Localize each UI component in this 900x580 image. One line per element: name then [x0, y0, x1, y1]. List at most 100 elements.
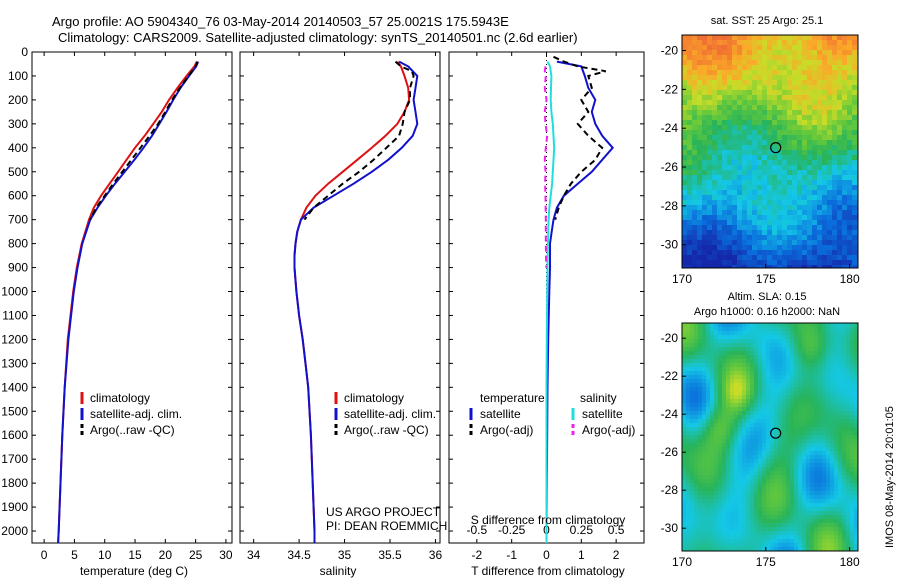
- y-tick-label: 700: [8, 213, 28, 227]
- map-x-tick-label: 175: [756, 272, 776, 286]
- argo-float-marker: [770, 427, 782, 439]
- map-y-tick-label: -24: [661, 121, 679, 135]
- y-tick-label: 1500: [1, 404, 28, 418]
- map-y-tick-label: -24: [661, 407, 679, 421]
- map-y-tick-label: -22: [661, 82, 679, 96]
- x-tick-label: 5: [71, 548, 78, 562]
- x-tick-label: 35.5: [378, 548, 402, 562]
- top-tick-label: -0.25: [498, 523, 526, 537]
- sla-map-title-line2: Argo h1000: 0.16 h2000: NaN: [694, 306, 840, 318]
- imos-side-label: IMOS 08-May-2014 20:01:05: [884, 406, 896, 548]
- series-line-temperature-argo-adj-: [553, 55, 606, 220]
- x-tick-label: 34: [247, 548, 261, 562]
- series-line-argo-raw-qc-: [89, 61, 199, 221]
- y-tick-label: 2000: [1, 524, 28, 538]
- pi-annotation: PI: DEAN ROEMMICH: [326, 519, 447, 533]
- sla-map-title-line1: Altim. SLA: 0.15: [728, 291, 807, 303]
- y-tick-label: 1800: [1, 476, 28, 490]
- x-tick-label: 36: [429, 548, 443, 562]
- x-tick-label: 30: [219, 548, 233, 562]
- y-tick-label: 1100: [2, 308, 28, 322]
- argo-float-marker: [770, 142, 782, 154]
- figure-title-line2: Climatology: CARS2009. Satellite-adjuste…: [58, 30, 578, 45]
- top-tick-label: -0.5: [467, 523, 488, 537]
- x-tick-label: 10: [98, 548, 112, 562]
- x-tick-label: 1: [578, 548, 585, 562]
- top-tick-label: 0.25: [570, 523, 594, 537]
- map-y-tick-label: -28: [661, 483, 679, 497]
- legend-label: satellite: [480, 407, 521, 421]
- map-x-tick-label: 175: [756, 555, 776, 569]
- map-y-tick-label: -26: [661, 445, 679, 459]
- plot-frame: [31, 51, 233, 544]
- y-tick-label: 0: [21, 45, 28, 59]
- legend-label: Argo(-adj): [582, 423, 635, 437]
- temperature-xlabel: temperature (deg C): [80, 564, 188, 578]
- difference-xlabel: T difference from climatology: [471, 564, 625, 578]
- series-line-satellite-adj-clim-: [293, 60, 419, 543]
- sst-map-title: sat. SST: 25 Argo: 25.1: [711, 15, 824, 27]
- map-frame: [681, 34, 859, 269]
- y-tick-label: 600: [8, 189, 28, 203]
- map-y-tick-label: -26: [661, 160, 679, 174]
- y-tick-label: 400: [8, 141, 28, 155]
- y-tick-label: 1900: [1, 500, 28, 514]
- sla-map-panel: 170 175 180 -20 -22 -24 -26 -28 -30: [661, 322, 860, 569]
- x-tick-label: 15: [128, 548, 142, 562]
- map-y-tick-label: -30: [661, 521, 679, 535]
- legend-title: salinity: [580, 391, 617, 405]
- legend-label: Argo(..raw -QC): [344, 423, 429, 437]
- salinity-profile-panel: 34 34.5 35 35.5 36 climatology satellite-adj. …: [239, 51, 443, 562]
- map-y-tick-label: -20: [661, 44, 679, 58]
- temperature-profile-panel: 0 5 10 15 20 25 300100200300400500600700800900…: [1, 45, 233, 562]
- map-y-tick-label: -30: [661, 238, 679, 252]
- legend-label: Argo(-adj): [480, 423, 533, 437]
- sst-map-panel: 170 175 180 -20 -22 -24 -26 -28 -30: [661, 34, 860, 286]
- series-line-argo-raw-qc-: [303, 60, 415, 221]
- y-tick-label: 1000: [1, 285, 28, 299]
- x-tick-label: -1: [506, 548, 517, 562]
- map-x-tick-label: 170: [672, 272, 692, 286]
- x-tick-label: 0: [41, 548, 48, 562]
- legend-label: satellite-adj. clim.: [90, 407, 182, 421]
- x-tick-label: 25: [189, 548, 203, 562]
- y-tick-label: 300: [8, 117, 28, 131]
- legend-label: Argo(..raw -QC): [90, 423, 175, 437]
- difference-top-label: S difference from climatology: [471, 513, 626, 527]
- x-tick-label: 34.5: [287, 548, 311, 562]
- legend-label: climatology: [344, 391, 404, 405]
- plot-frame: [239, 51, 441, 544]
- x-tick-label: 20: [159, 548, 173, 562]
- figure-title-line1: Argo profile: AO 5904340_76 03-May-2014 …: [52, 14, 509, 29]
- series-line-salinity-satellite: [545, 61, 556, 543]
- y-tick-label: 1300: [1, 356, 28, 370]
- y-tick-label: 1200: [1, 332, 28, 346]
- y-tick-label: 200: [8, 93, 28, 107]
- x-tick-label: 2: [613, 548, 620, 562]
- y-tick-label: 800: [8, 237, 28, 251]
- x-tick-label: 35: [338, 548, 352, 562]
- legend-title: temperature: [480, 391, 545, 405]
- map-frame: [681, 322, 859, 552]
- heatmap-cells: [682, 323, 859, 552]
- top-tick-label: 0.5: [608, 523, 625, 537]
- map-x-tick-label: 180: [840, 272, 860, 286]
- series-line-salinity-argo-adj-: [543, 66, 549, 268]
- y-tick-label: 1700: [1, 452, 28, 466]
- y-tick-label: 100: [8, 69, 28, 83]
- y-tick-label: 1400: [1, 380, 28, 394]
- x-tick-label: -2: [472, 548, 483, 562]
- map-x-tick-label: 170: [672, 555, 692, 569]
- x-tick-label: 0: [543, 548, 550, 562]
- map-y-tick-label: -22: [661, 369, 679, 383]
- y-tick-label: 1600: [1, 428, 28, 442]
- map-y-tick-label: -28: [661, 199, 679, 213]
- salinity-xlabel: salinity: [320, 564, 357, 578]
- y-tick-label: 500: [8, 165, 28, 179]
- legend-label: satellite-adj. clim.: [344, 407, 436, 421]
- map-y-tick-label: -20: [661, 331, 679, 345]
- project-annotation: US ARGO PROJECT: [326, 505, 441, 519]
- legend-label: satellite: [582, 407, 623, 421]
